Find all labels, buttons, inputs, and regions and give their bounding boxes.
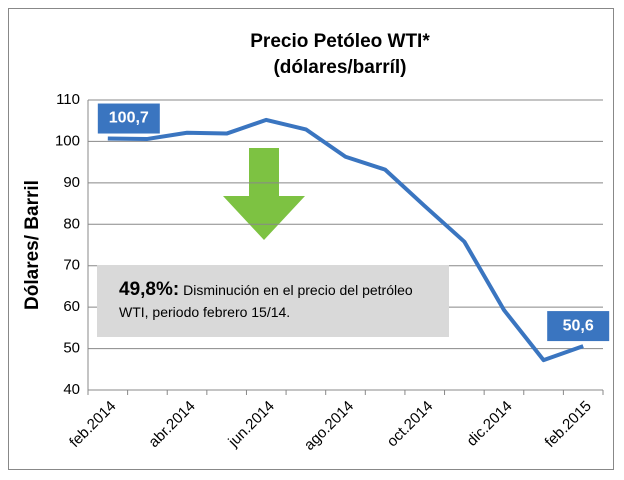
y-axis-label: Dólares/ Barril: [22, 180, 43, 310]
y-tick-label: 80: [63, 215, 80, 232]
data-label-box: [547, 311, 610, 342]
down-arrow: [223, 148, 305, 240]
y-tick-label: 60: [63, 298, 80, 315]
y-tick-label: 100: [55, 132, 80, 149]
annotation-text: Disminución en el precio del petróleo WT…: [119, 282, 413, 320]
y-tick-label: 40: [63, 381, 80, 398]
annotation: 49,8%: Disminución en el precio del petr…: [97, 265, 449, 337]
y-tick-label: 50: [63, 340, 80, 357]
line: [107, 117, 584, 363]
chart-subtitle: (dólares/barríl): [273, 57, 406, 78]
chart-title: Precio Petóleo WTI*: [250, 31, 430, 52]
data-label: 100,7: [109, 110, 149, 127]
y-tick-label: 70: [63, 257, 80, 274]
y-tick-label: 90: [63, 174, 80, 191]
y-tick-label: 110: [56, 91, 80, 108]
annotation-bold: 49,8%:: [119, 279, 180, 300]
chart-border: [8, 8, 614, 470]
data-label-box: [97, 103, 160, 134]
data-label: 50,6: [563, 317, 594, 334]
